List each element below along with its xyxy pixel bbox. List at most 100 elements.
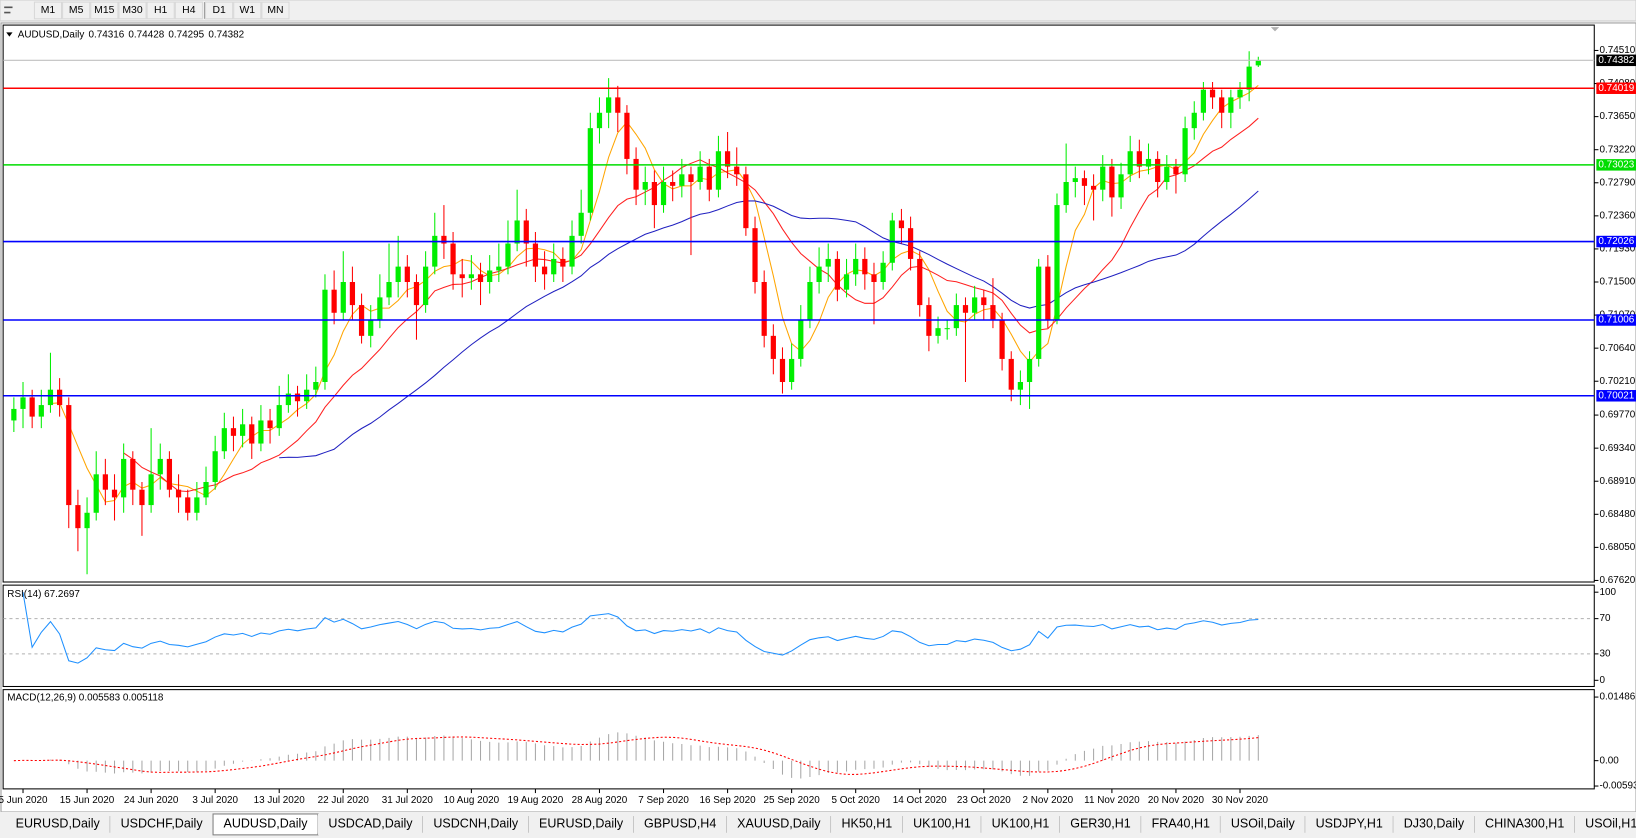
tab-label[interactable]: EURUSD,Daily	[539, 817, 624, 831]
tab[interactable]	[726, 813, 832, 835]
candle-body	[734, 166, 740, 175]
tab[interactable]	[110, 813, 214, 835]
tab[interactable]	[1305, 813, 1394, 835]
timeframe-label[interactable]: M30	[122, 5, 142, 16]
tab-label[interactable]: AUDUSD,Daily	[223, 817, 308, 831]
candle-body	[56, 389, 63, 406]
tab[interactable]	[1141, 813, 1221, 835]
tab-label[interactable]: USDCHF,Daily	[121, 817, 204, 831]
candle-body	[221, 428, 227, 452]
candle-body	[981, 297, 987, 306]
candle-body	[596, 112, 603, 129]
open-price: 0.74316	[88, 29, 124, 40]
rsi-tick-label: 70	[1599, 613, 1611, 624]
timeframe-label[interactable]: W1	[239, 5, 255, 16]
tab[interactable]	[1059, 813, 1142, 835]
tab-label[interactable]: USOil,H1	[1585, 817, 1636, 831]
tab[interactable]	[1220, 813, 1306, 835]
candle-body	[139, 489, 145, 506]
tab-label[interactable]: USDJPY,H1	[1316, 817, 1383, 831]
tab[interactable]	[5, 813, 111, 835]
tab[interactable]	[528, 813, 634, 835]
rsi-tick-label: 30	[1599, 649, 1611, 660]
price-tick-label: 0.73220	[1599, 144, 1635, 155]
candle-body	[1246, 66, 1252, 90]
price-tick-label: 0.72790	[1599, 177, 1635, 188]
tab-label[interactable]: UK100,H1	[913, 817, 971, 831]
candle-body	[11, 408, 17, 421]
tab[interactable]	[422, 813, 529, 835]
timeframe-button[interactable]	[146, 1, 175, 20]
timeframe-button[interactable]	[62, 1, 91, 20]
tab[interactable]	[1393, 813, 1475, 835]
tab[interactable]	[633, 813, 727, 835]
candle-body	[450, 243, 456, 275]
price-tick-label: 0.68910	[1599, 476, 1635, 487]
tab-label[interactable]: GER30,H1	[1070, 817, 1131, 831]
candle-body	[880, 262, 886, 283]
candle-body	[1008, 358, 1014, 390]
shift-marker	[1270, 27, 1280, 32]
timeframe-label[interactable]: M5	[69, 5, 84, 16]
tab-label[interactable]: EURUSD,Daily	[16, 817, 101, 831]
candle-body	[898, 220, 905, 229]
candle-body	[331, 289, 337, 313]
rsi-label: RSI(14) 67.2697	[7, 589, 80, 600]
date-label: 14 Oct 2020	[893, 795, 947, 806]
tab-label[interactable]: FRA40,H1	[1152, 817, 1210, 831]
candle-body	[285, 393, 291, 406]
timeframe-button[interactable]	[174, 1, 203, 20]
tab[interactable]	[318, 813, 423, 835]
tab-label[interactable]: USOil,Daily	[1231, 817, 1296, 831]
timeframe-label[interactable]: D1	[212, 5, 226, 16]
timeframe-button[interactable]	[205, 1, 234, 20]
candle-body	[615, 97, 621, 113]
candle-body	[111, 489, 118, 498]
candle-body	[1173, 166, 1179, 175]
candle-body	[834, 258, 840, 290]
symbol: AUDUSD,Daily	[18, 29, 85, 40]
timeframe-label[interactable]: M15	[94, 5, 114, 16]
candle-body	[404, 266, 410, 283]
candle-body	[1017, 382, 1024, 390]
tab-label[interactable]: GBPUSD,H4	[644, 817, 716, 831]
tab[interactable]	[1574, 813, 1636, 835]
tab[interactable]	[831, 813, 903, 835]
timeframe-label[interactable]: M1	[41, 5, 56, 16]
date-label: 25 Sep 2020	[764, 795, 821, 806]
rsi-tick-label: 100	[1599, 587, 1616, 598]
tab-label[interactable]: HK50,H1	[841, 817, 892, 831]
price-tick-label: 0.71930	[1599, 244, 1635, 255]
timeframe-button[interactable]	[33, 1, 63, 20]
price-tick-label: 0.68050	[1599, 542, 1635, 553]
date-label: 11 Nov 2020	[1084, 795, 1140, 806]
tab-label[interactable]: UK100,H1	[992, 817, 1050, 831]
timeframe-button[interactable]	[233, 1, 262, 20]
timeframe-label[interactable]: H1	[154, 5, 168, 16]
timeframe-button[interactable]	[118, 1, 147, 20]
toolbar-icon	[4, 6, 13, 14]
timeframe-label[interactable]: H4	[182, 5, 196, 16]
timeframe-button[interactable]	[90, 1, 119, 20]
tab-label[interactable]: USDCAD,Daily	[328, 817, 413, 831]
timeframe-buttons: M1 M5 M15 M30 H1 H4 D1 W1 MN	[33, 1, 290, 20]
candle-body	[569, 235, 575, 267]
candle-body	[816, 266, 822, 283]
timeframe-label[interactable]: MN	[267, 5, 283, 16]
tab-label[interactable]: DJ30,Daily	[1404, 817, 1465, 831]
tab[interactable]	[1474, 813, 1575, 835]
candle-body	[175, 489, 182, 498]
timeframe-button[interactable]	[261, 1, 290, 20]
tab-label[interactable]: USDCNH,Daily	[433, 817, 519, 831]
candle-body	[1090, 185, 1097, 190]
candle-body	[1191, 112, 1197, 129]
tab-label[interactable]: XAUUSD,Daily	[737, 817, 821, 831]
tab-label[interactable]: CHINA300,H1	[1485, 817, 1564, 831]
date-label: 13 Jul 2020	[254, 795, 306, 806]
axes: 0.745100.740800.736500.732200.727900.723…	[0, 45, 1636, 806]
tab[interactable]	[902, 813, 982, 835]
tab[interactable]	[981, 813, 1060, 835]
